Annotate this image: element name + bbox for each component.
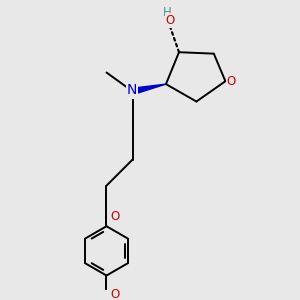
Polygon shape [132, 84, 166, 94]
Text: O: O [110, 288, 119, 300]
Text: O: O [226, 75, 236, 88]
Text: H: H [163, 6, 172, 19]
Text: O: O [110, 210, 119, 224]
Text: N: N [127, 83, 137, 98]
Text: O: O [166, 14, 175, 27]
